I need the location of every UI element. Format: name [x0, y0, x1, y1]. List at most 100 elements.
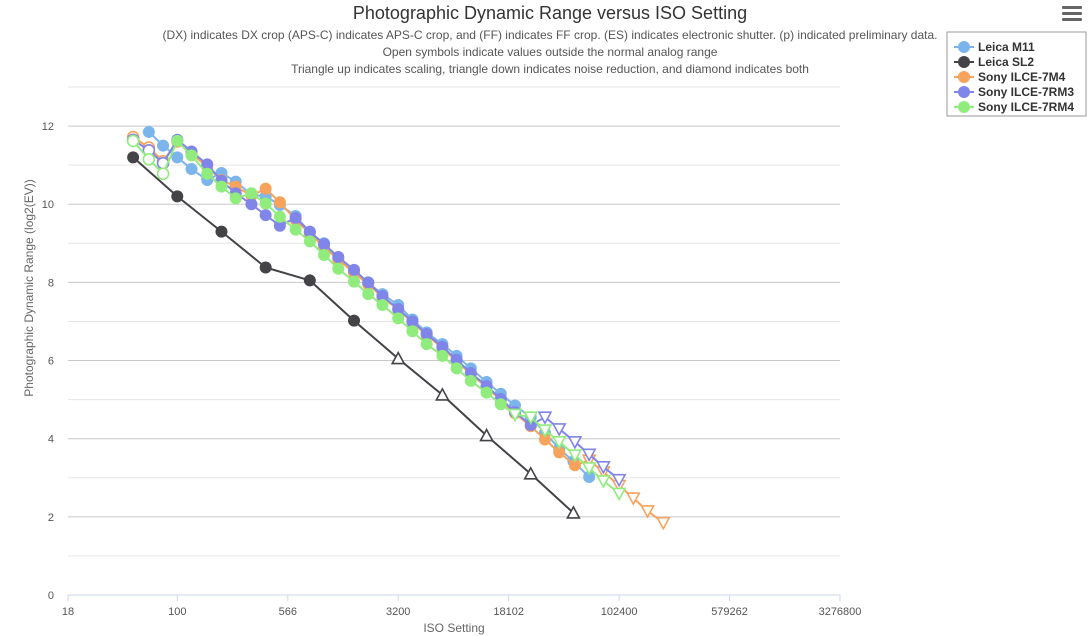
series-sony-ilce-7rm4[interactable]	[126, 134, 627, 502]
data-point[interactable]	[171, 190, 184, 203]
data-point[interactable]	[581, 462, 597, 476]
data-point[interactable]	[551, 436, 567, 450]
data-point[interactable]	[596, 461, 611, 475]
x-axis-title: ISO Setting	[423, 621, 484, 635]
data-point[interactable]	[596, 475, 611, 489]
data-point[interactable]	[450, 362, 463, 375]
data-point[interactable]	[625, 492, 641, 506]
data-point[interactable]	[435, 387, 450, 401]
chart-subtitle-line-3: Triangle up indicates scaling, triangle …	[291, 62, 809, 76]
series-leica-sl2[interactable]	[127, 151, 581, 519]
data-point[interactable]	[420, 338, 433, 351]
menu-bar-icon	[1062, 12, 1082, 15]
legend-marker-symbol	[958, 101, 970, 113]
data-point[interactable]	[507, 408, 523, 423]
x-tick-label: 18	[62, 606, 74, 618]
data-point[interactable]	[332, 250, 345, 263]
data-point[interactable]	[420, 327, 433, 340]
menu-bar-icon	[1062, 6, 1082, 9]
data-point[interactable]	[390, 350, 406, 365]
legend-item[interactable]: Sony ILCE-7M4	[954, 70, 1066, 84]
data-point[interactable]	[392, 312, 405, 325]
data-point[interactable]	[567, 436, 583, 450]
data-point[interactable]	[362, 276, 375, 289]
data-point[interactable]	[259, 209, 272, 222]
data-point[interactable]	[259, 197, 272, 210]
data-point[interactable]	[259, 261, 272, 274]
data-point[interactable]	[611, 473, 627, 488]
data-point[interactable]	[157, 139, 170, 152]
legend-item[interactable]: Leica M11	[954, 40, 1035, 54]
data-point[interactable]	[567, 449, 583, 463]
data-point[interactable]	[142, 125, 155, 138]
data-point[interactable]	[318, 238, 331, 251]
grid-lines	[68, 86, 840, 557]
data-point[interactable]	[127, 151, 140, 164]
data-point[interactable]	[348, 275, 361, 288]
data-point[interactable]	[289, 211, 302, 224]
legend-item[interactable]: Leica SL2	[954, 55, 1034, 69]
x-tick-label: 3200	[386, 606, 410, 618]
hamburger-menu-icon[interactable]	[1062, 6, 1082, 24]
data-point[interactable]	[185, 149, 198, 162]
data-point[interactable]	[318, 249, 331, 262]
data-point[interactable]	[245, 187, 258, 200]
x-tick-label: 102400	[601, 606, 638, 618]
chart-subtitle-line-1: (DX) indicates DX crop (APS-C) indicates…	[163, 28, 938, 42]
data-point[interactable]	[156, 167, 170, 181]
x-tick-label: 566	[279, 606, 297, 618]
data-point[interactable]	[376, 299, 389, 312]
data-point[interactable]	[171, 134, 184, 147]
legend-label: Leica M11	[978, 40, 1035, 54]
data-point[interactable]	[566, 505, 581, 519]
data-point[interactable]	[171, 151, 184, 164]
data-point[interactable]	[523, 466, 539, 480]
data-point[interactable]	[303, 235, 316, 248]
series-line	[132, 156, 575, 514]
x-tick-label: 100	[168, 606, 186, 618]
data-point[interactable]	[185, 163, 198, 176]
legend-marker-symbol	[958, 41, 970, 53]
data-point[interactable]	[229, 192, 242, 205]
data-point[interactable]	[303, 274, 316, 287]
legend-item[interactable]: Sony ILCE-7RM3	[954, 85, 1074, 99]
data-point[interactable]	[479, 427, 494, 442]
series-line	[132, 138, 620, 481]
data-point[interactable]	[523, 411, 539, 425]
data-point[interactable]	[273, 196, 286, 209]
data-point[interactable]	[655, 516, 671, 531]
data-point[interactable]	[245, 198, 258, 211]
legend-marker-symbol	[958, 86, 970, 98]
series-line	[148, 131, 590, 478]
data-point[interactable]	[289, 223, 302, 236]
data-point[interactable]	[348, 314, 361, 327]
data-point[interactable]	[640, 505, 655, 519]
data-point[interactable]	[215, 180, 228, 193]
data-point[interactable]	[581, 448, 597, 462]
data-point[interactable]	[464, 374, 477, 387]
data-point[interactable]	[201, 167, 214, 180]
y-tick-label: 6	[48, 356, 54, 368]
y-axis-title: Photographic Dynamic Range (log2(EV))	[22, 179, 36, 396]
data-point[interactable]	[494, 398, 507, 411]
data-point[interactable]	[259, 182, 272, 195]
data-point[interactable]	[348, 263, 361, 276]
legend-item[interactable]: Sony ILCE-7RM4	[954, 100, 1074, 114]
data-point[interactable]	[142, 152, 156, 166]
data-point[interactable]	[215, 225, 228, 238]
legend-label: Sony ILCE-7RM4	[978, 100, 1074, 114]
data-point[interactable]	[273, 210, 286, 223]
x-tick-label: 579262	[711, 606, 748, 618]
data-point[interactable]	[406, 325, 419, 338]
data-point[interactable]	[551, 423, 567, 437]
data-point[interactable]	[362, 288, 375, 301]
x-tick-label: 3276800	[819, 606, 862, 618]
data-point[interactable]	[332, 262, 345, 275]
series-line	[132, 139, 620, 495]
data-point[interactable]	[436, 349, 449, 362]
data-point[interactable]	[480, 386, 493, 399]
data-point[interactable]	[537, 411, 553, 425]
data-point[interactable]	[611, 487, 627, 502]
data-point[interactable]	[537, 424, 553, 438]
data-point[interactable]	[126, 134, 140, 148]
